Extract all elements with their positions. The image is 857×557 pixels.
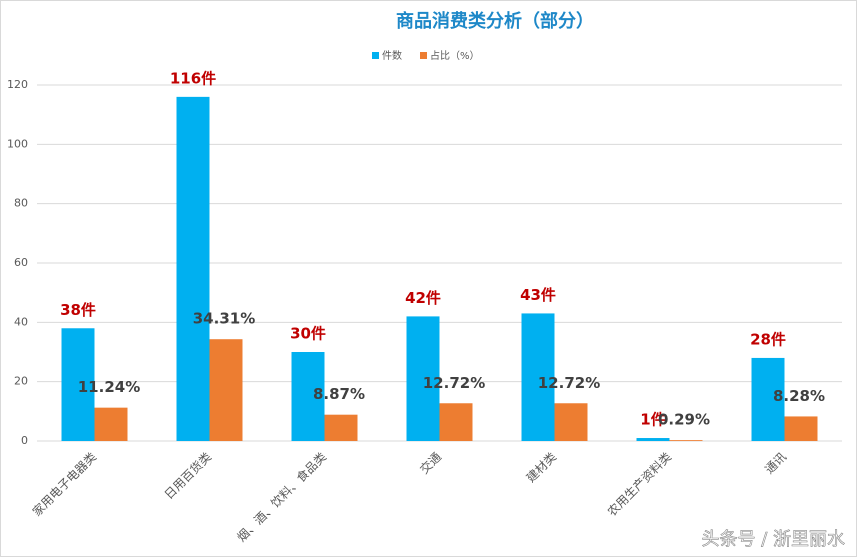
data-label: 28件 [750,330,786,348]
y-tick-label: 120 [7,78,28,91]
bar [554,403,588,441]
y-tick-label: 100 [7,137,28,150]
data-label: 12.72% [423,374,485,392]
y-tick-label: 80 [14,197,28,210]
data-label: 0.29% [658,411,710,429]
bar [669,440,703,441]
legend-label: 占比（%） [430,49,480,62]
data-label: 43件 [520,286,556,304]
bar [176,96,210,441]
y-tick-label: 40 [14,315,28,328]
data-label: 34.31% [193,310,255,328]
data-label: 116件 [170,69,216,87]
data-label: 42件 [405,289,441,307]
legend-swatch [372,52,379,59]
chart-title: 商品消费类分析（部分） [396,10,594,32]
bar [406,316,440,441]
bar [61,328,95,441]
y-tick-label: 0 [21,434,28,447]
y-tick-label: 20 [14,375,28,388]
data-label: 8.28% [773,387,825,405]
data-label: 1件 [640,411,665,429]
data-label: 12.72% [538,374,600,392]
bar [636,438,670,441]
bar [521,313,555,441]
bar [324,414,358,441]
data-label: 30件 [290,325,326,343]
watermark: 头条号 / 浙里丽水 [701,529,845,550]
data-label: 8.87% [313,385,365,403]
legend-swatch [420,52,427,59]
bar [784,416,818,441]
bar [94,407,128,441]
bar [291,352,325,441]
bar [751,357,785,441]
y-tick-label: 60 [14,256,28,269]
data-label: 38件 [60,301,96,319]
bar [209,339,243,441]
legend-label: 件数 [382,49,402,62]
bar [439,403,473,441]
data-label: 11.24% [78,378,140,396]
